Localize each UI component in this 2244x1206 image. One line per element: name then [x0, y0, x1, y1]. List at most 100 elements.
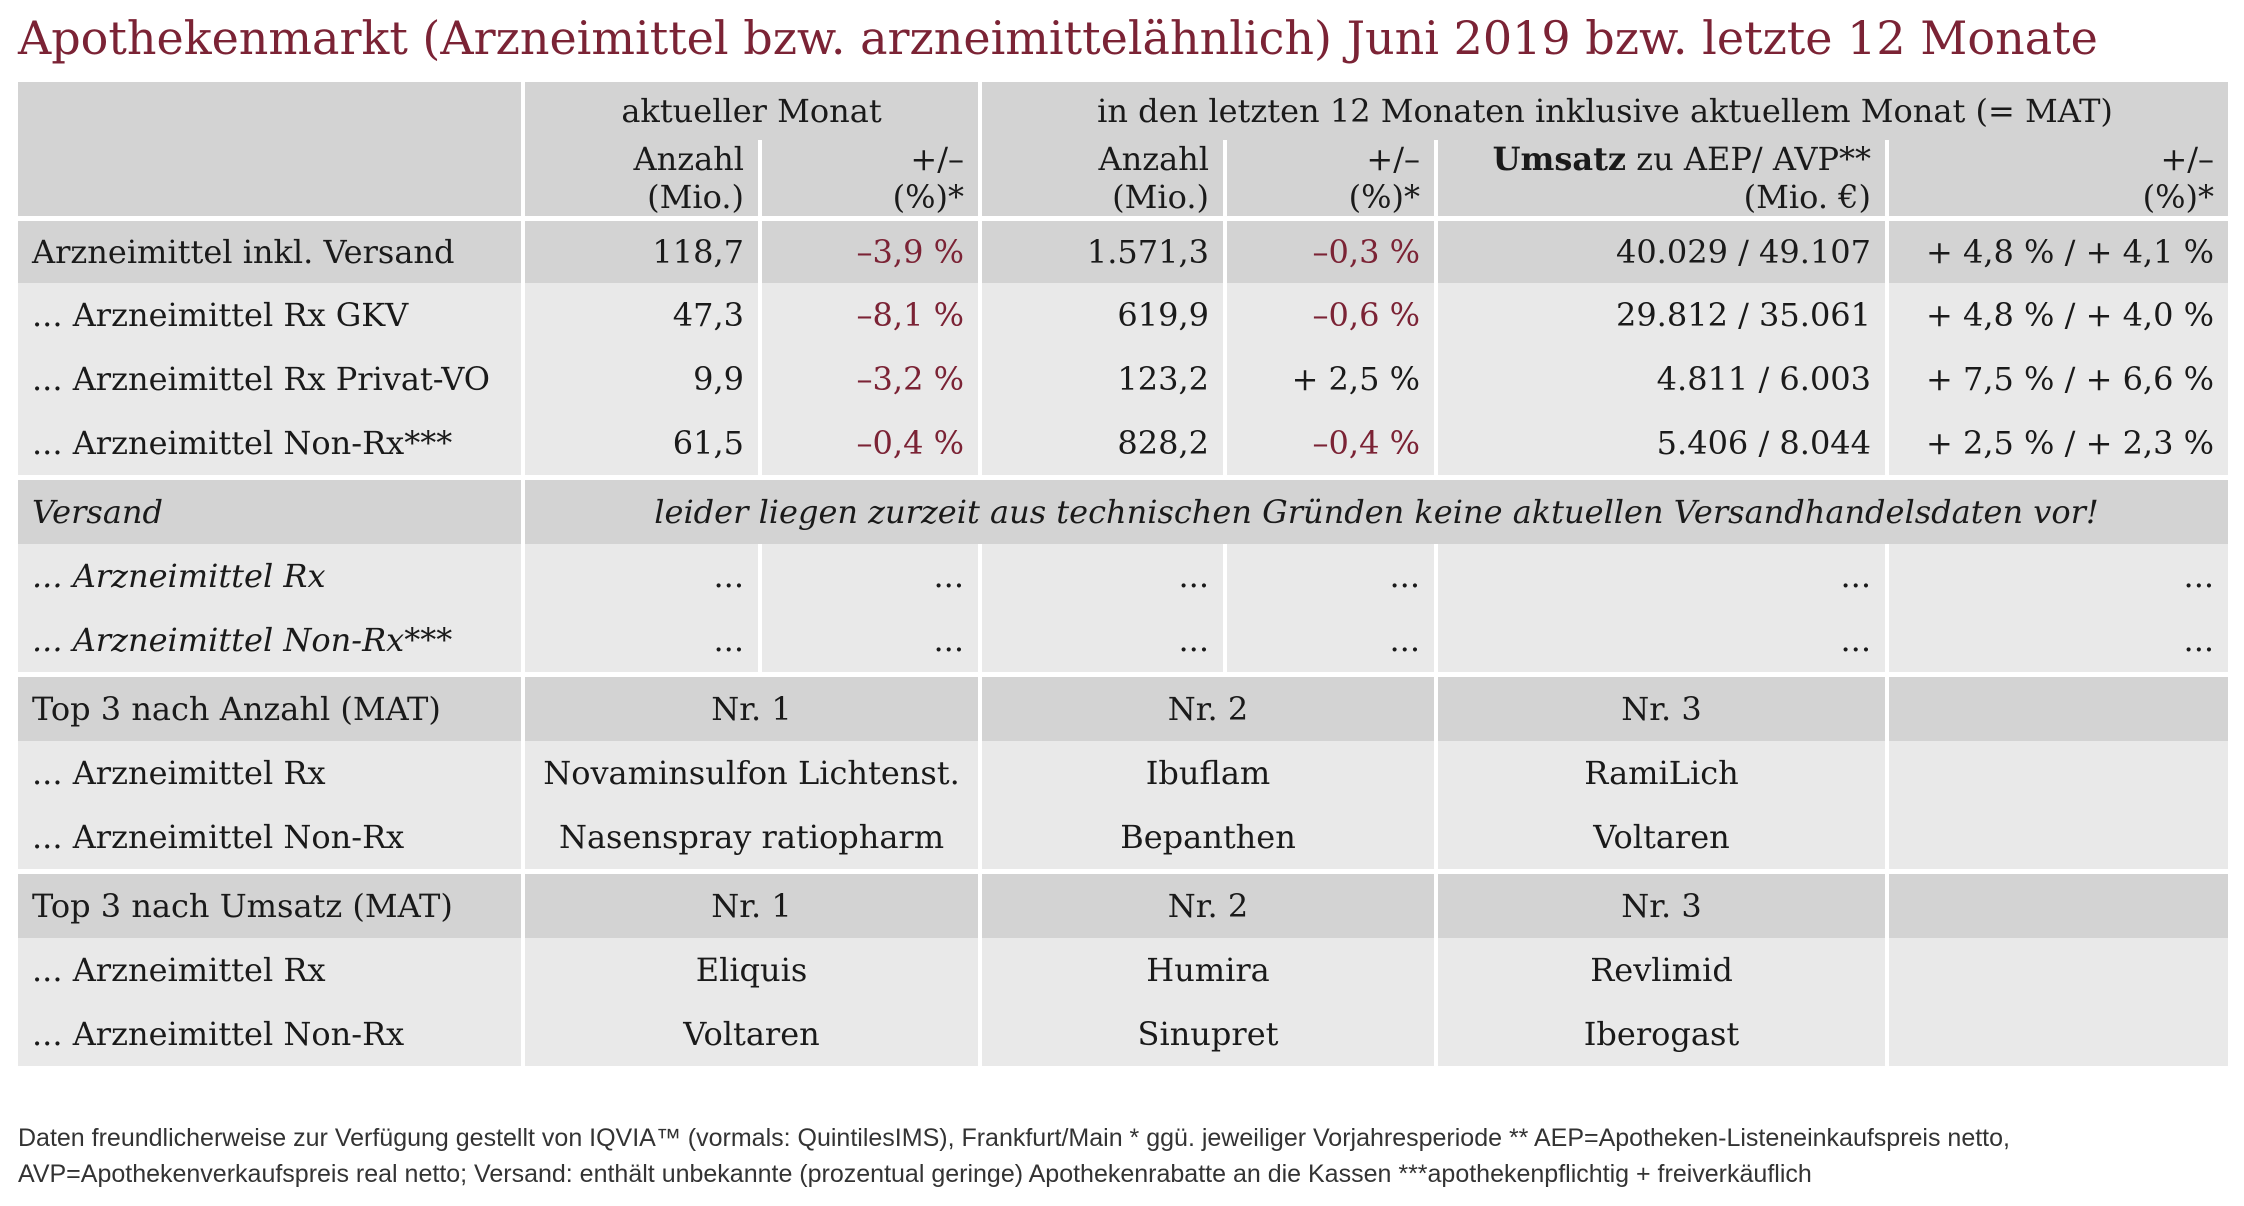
table-row: ... Arzneimittel Rx GKV 47,3 –8,1 % 619,…	[18, 283, 2229, 347]
top-anzahl-rx-1: Novaminsulfon Lichtenst.	[520, 741, 981, 805]
row-label: ... Arzneimittel Non-Rx***	[32, 621, 453, 659]
top-anzahl-nr1: Nr. 1	[520, 672, 981, 741]
top-umsatz-rx-2: Humira	[978, 938, 1437, 1002]
header-unit-row: (Mio.) (%)* (Mio.) (%)* (Mio. €) (%)*	[18, 178, 2229, 219]
cell-pct-month: –3,9 %	[757, 216, 981, 283]
header-pm-umsatz: +/–	[1885, 140, 2229, 178]
cell-anzahl-mat: 123,2	[978, 347, 1226, 411]
market-table: aktueller Monat in den letzten 12 Monate…	[18, 82, 2229, 1066]
footnote-line-2: AVP=Apothekenverkaufspreis real netto; V…	[18, 1160, 1812, 1188]
cell-pct-month: –3,2 %	[757, 347, 981, 411]
row-label: ... Arzneimittel Rx	[32, 951, 326, 989]
header-anzahl-month: Anzahl	[521, 140, 760, 178]
row-label: ... Arzneimittel Rx	[32, 557, 326, 595]
cell-pct-month: –8,1 %	[757, 283, 981, 347]
cell-placeholder: ...	[978, 544, 1226, 608]
top-umsatz-nr3: Nr. 3	[1434, 869, 1888, 938]
table-row: Arzneimittel inkl. Versand 118,7 –3,9 % …	[18, 216, 2229, 283]
table-row: ... Arzneimittel Rx ... ... ... ... ... …	[18, 544, 2229, 608]
header-unit-pct-month: (%)*	[757, 178, 981, 219]
row-label: ... Arzneimittel Rx GKV	[32, 296, 409, 334]
header-unit-mio-mat: (Mio.)	[978, 178, 1226, 219]
header-pm-mat: +/–	[1223, 140, 1437, 178]
top-umsatz-nonrx-1: Voltaren	[520, 1002, 981, 1066]
versand-note: leider liegen zurzeit aus technischen Gr…	[520, 475, 2229, 544]
header-umsatz: Umsatz zu AEP/ AVP**	[1434, 140, 1888, 178]
cell-umsatz: 40.029 / 49.107	[1434, 216, 1888, 283]
row-label: ... Arzneimittel Non-Rx	[32, 818, 405, 856]
top-anzahl-nonrx-3: Voltaren	[1434, 805, 1888, 872]
header-unit-pct-mat: (%)*	[1223, 178, 1437, 219]
cell-placeholder: ...	[757, 608, 981, 675]
versand-label: Versand	[18, 475, 523, 544]
cell-pct-mat: + 2,5 %	[1223, 347, 1437, 411]
cell-placeholder: ...	[1885, 544, 2229, 608]
cell-pct-mat: –0,3 %	[1223, 216, 1437, 283]
row-label: ... Arzneimittel Rx	[32, 754, 326, 792]
top-umsatz-nr1: Nr. 1	[520, 869, 981, 938]
header-umsatz-rest: zu AEP/ AVP**	[1626, 140, 1872, 178]
top-umsatz-nr2: Nr. 2	[978, 869, 1437, 938]
cell-umsatz: 4.811 / 6.003	[1434, 347, 1888, 411]
top-umsatz-header-row: Top 3 nach Umsatz (MAT) Nr. 1 Nr. 2 Nr. …	[18, 869, 2229, 938]
header-pm-month: +/–	[757, 140, 981, 178]
table-row: ... Arzneimittel Rx Privat-VO 9,9 –3,2 %…	[18, 347, 2229, 411]
top-anzahl-nonrx-1: Nasenspray ratiopharm	[520, 805, 981, 872]
header-unit-mio-month: (Mio.)	[521, 178, 760, 219]
row-label: ... Arzneimittel Non-Rx***	[32, 424, 453, 462]
versand-row: Versand leider liegen zurzeit aus techni…	[18, 475, 2229, 544]
table-row: ... Arzneimittel Non-Rx Voltaren Sinupre…	[18, 1002, 2229, 1066]
header-empty	[18, 82, 523, 140]
top-umsatz-nonrx-2: Sinupret	[978, 1002, 1437, 1066]
top-anzahl-nr3: Nr. 3	[1434, 672, 1888, 741]
top-umsatz-label: Top 3 nach Umsatz (MAT)	[18, 869, 523, 938]
table-row: ... Arzneimittel Rx Novaminsulfon Lichte…	[18, 741, 2229, 805]
header-umsatz-bold: Umsatz	[1492, 140, 1627, 178]
cell-anzahl-month: 118,7	[521, 216, 760, 283]
table-row: ... Arzneimittel Non-Rx*** 61,5 –0,4 % 8…	[18, 411, 2229, 478]
top-umsatz-nonrx-3: Iberogast	[1434, 1002, 1888, 1066]
row-label: ... Arzneimittel Rx Privat-VO	[32, 360, 491, 398]
cell-placeholder: ...	[1223, 608, 1437, 675]
row-label: Arzneimittel inkl. Versand	[18, 216, 523, 283]
cell-pct-umsatz: + 2,5 % / + 2,3 %	[1885, 411, 2229, 478]
header-current-month: aktueller Monat	[520, 82, 981, 140]
cell-pct-mat: –0,6 %	[1223, 283, 1437, 347]
top-anzahl-nr2: Nr. 2	[978, 672, 1437, 741]
cell-umsatz: 5.406 / 8.044	[1434, 411, 1888, 478]
top-anzahl-label: Top 3 nach Anzahl (MAT)	[18, 672, 523, 741]
cell-placeholder: ...	[1885, 608, 2229, 675]
cell-placeholder: ...	[1223, 544, 1437, 608]
cell-anzahl-mat: 1.571,3	[978, 216, 1226, 283]
top-anzahl-nonrx-2: Bepanthen	[978, 805, 1437, 872]
header-unit-mio-eur: (Mio. €)	[1434, 178, 1888, 219]
cell-placeholder: ...	[521, 544, 760, 608]
cell-anzahl-month: 61,5	[521, 411, 760, 478]
footnote-line-1: Daten freundlicherweise zur Verfügung ge…	[18, 1124, 2010, 1152]
cell-pct-umsatz: + 4,8 % / + 4,0 %	[1885, 283, 2229, 347]
row-label: ... Arzneimittel Non-Rx	[32, 1015, 405, 1053]
table-row: ... Arzneimittel Non-Rx Nasenspray ratio…	[18, 805, 2229, 872]
cell-pct-umsatz: + 4,8 % / + 4,1 %	[1885, 216, 2229, 283]
cell-placeholder: ...	[521, 608, 760, 675]
cell-anzahl-month: 47,3	[521, 283, 760, 347]
cell-pct-month: –0,4 %	[757, 411, 981, 478]
cell-anzahl-mat: 828,2	[978, 411, 1226, 478]
cell-anzahl-mat: 619,9	[978, 283, 1226, 347]
cell-pct-mat: –0,4 %	[1223, 411, 1437, 478]
cell-placeholder: ...	[1434, 608, 1888, 675]
cell-pct-umsatz: + 7,5 % / + 6,6 %	[1885, 347, 2229, 411]
header-anzahl-mat: Anzahl	[978, 140, 1226, 178]
header-group-row: aktueller Monat in den letzten 12 Monate…	[18, 82, 2229, 140]
table-row: ... Arzneimittel Rx Eliquis Humira Revli…	[18, 938, 2229, 1002]
header-mat: in den letzten 12 Monaten inklusive aktu…	[978, 82, 2229, 140]
cell-placeholder: ...	[978, 608, 1226, 675]
page-title: Apothekenmarkt (Arzneimittel bzw. arznei…	[18, 11, 2098, 65]
table-row: ... Arzneimittel Non-Rx*** ... ... ... .…	[18, 608, 2229, 675]
top-umsatz-rx-1: Eliquis	[520, 938, 981, 1002]
cell-placeholder: ...	[757, 544, 981, 608]
footnote: Daten freundlicherweise zur Verfügung ge…	[18, 1120, 2228, 1192]
top-anzahl-header-row: Top 3 nach Anzahl (MAT) Nr. 1 Nr. 2 Nr. …	[18, 672, 2229, 741]
top-umsatz-rx-3: Revlimid	[1434, 938, 1888, 1002]
